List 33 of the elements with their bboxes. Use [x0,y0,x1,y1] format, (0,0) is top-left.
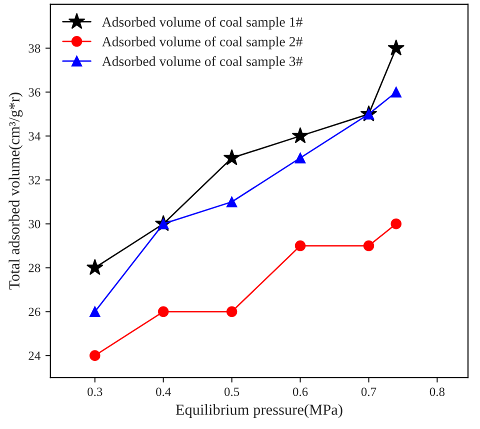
y-tick-label: 38 [28,44,40,53]
x-tick-label: 0.8 [430,388,445,396]
point [90,306,100,318]
y-axis-title: Total adsorbed volume(cm³/g*r) [8,92,23,290]
point [223,149,240,166]
point [294,240,306,252]
x-axis-title: Equilibrium pressure(MPa) [176,404,342,418]
x-tick-label: 0.3 [88,388,102,396]
point [158,306,169,318]
y-tick-label: 36 [28,88,40,97]
y-tick-label: 34 [28,132,40,140]
point [388,39,405,56]
y-tick-label: 32 [28,176,40,184]
x-tick-label: 0.7 [361,388,376,396]
y-tick-label: 26 [28,308,40,316]
x-tick-label: 0.6 [292,388,308,396]
point [226,306,238,318]
y-tick-label: 24 [28,352,40,360]
point [294,152,306,164]
legend-label: Adsorbed volume of coal sample 1# [102,16,302,30]
point [390,218,402,230]
point [226,196,238,208]
x-tick-label: 0.4 [156,388,171,396]
point [86,258,104,276]
x-tick-label: 0.5 [224,388,240,396]
y-tick-label: 30 [28,220,40,228]
legend-label: Adsorbed volume of coal sample 2# [102,36,302,50]
point [363,240,374,252]
point [390,86,402,98]
legend-label: Adsorbed volume of coal sample 3# [102,56,302,69]
y-tick-label: 28 [28,264,40,272]
point [292,127,309,144]
point [90,350,100,361]
